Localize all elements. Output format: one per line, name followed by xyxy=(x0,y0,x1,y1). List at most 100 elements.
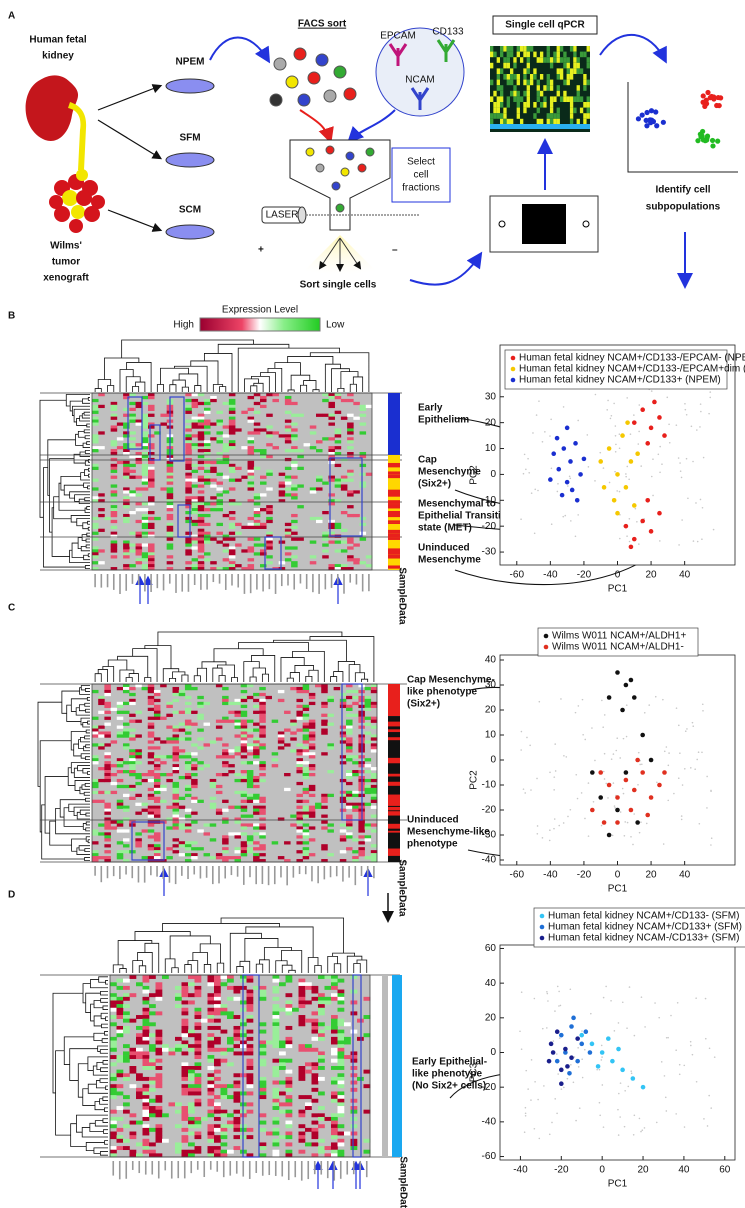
heatmap-cell xyxy=(227,1120,234,1125)
heatmap-cell xyxy=(184,737,192,741)
background-point xyxy=(678,1063,681,1066)
heatmap-cell xyxy=(181,1025,189,1030)
heatmap-cell xyxy=(284,841,291,845)
dendrogram xyxy=(112,917,368,973)
heatmap-cell xyxy=(222,817,229,821)
qpcr-cell xyxy=(499,85,504,91)
heatmap-cell xyxy=(153,853,161,857)
heatmap-cell xyxy=(92,778,99,783)
qpcr-cell xyxy=(526,62,530,69)
heatmap-cell xyxy=(350,989,358,994)
heatmap-cell xyxy=(207,1084,215,1089)
qpcr-cell xyxy=(563,79,567,86)
background-point xyxy=(605,985,607,988)
heatmap-cell xyxy=(298,1138,306,1143)
qpcr-cell xyxy=(496,102,500,108)
point xyxy=(550,1050,556,1055)
heatmap-cell xyxy=(204,446,211,450)
heatmap-cell xyxy=(147,773,155,777)
heatmap-cell xyxy=(253,543,261,547)
heatmap-cell xyxy=(277,689,285,694)
heatmap-cell xyxy=(228,422,236,426)
heatmap-cell xyxy=(141,516,149,521)
point xyxy=(548,477,553,482)
heatmap-cell xyxy=(331,1113,338,1118)
heatmap-cell xyxy=(220,1084,228,1089)
heatmap-cell xyxy=(302,847,310,851)
sample-stripe xyxy=(388,500,400,504)
background-point xyxy=(601,699,603,702)
point xyxy=(599,1050,605,1055)
heatmap-cell xyxy=(234,835,241,839)
heatmap-cell xyxy=(116,1138,124,1143)
heatmap-cell xyxy=(260,525,267,529)
heatmap-cell xyxy=(302,752,310,756)
x-tick-label: -40 xyxy=(513,1165,528,1176)
heatmap-cell xyxy=(188,1106,195,1110)
heatmap-cell xyxy=(321,686,328,691)
point xyxy=(631,695,637,700)
qpcr-cell xyxy=(566,74,570,80)
heatmap-cell xyxy=(321,859,328,863)
heatmap-cell xyxy=(285,1142,293,1147)
background-point xyxy=(543,1085,545,1087)
heatmap-cell xyxy=(227,1015,234,1019)
heatmap-cell xyxy=(216,472,223,476)
heatmap-cell xyxy=(247,499,255,503)
heatmap-cell xyxy=(352,805,359,809)
heatmap-cell xyxy=(228,469,236,473)
heatmap-cell xyxy=(253,466,261,470)
heatmap-cell xyxy=(197,449,205,453)
heatmap-cell xyxy=(191,758,198,762)
heatmap-cell xyxy=(352,859,359,863)
x-axis-label: PC1 xyxy=(608,884,628,895)
heatmap-cell xyxy=(172,814,180,818)
heatmap-cell xyxy=(141,519,149,524)
heatmap-cell xyxy=(148,546,155,550)
heatmap-cell xyxy=(104,817,111,821)
heatmap-cell xyxy=(247,487,255,491)
heatmap-cell xyxy=(104,731,111,735)
heatmap-cell xyxy=(234,778,241,783)
background-point xyxy=(553,776,556,778)
heatmap-cell xyxy=(141,534,149,538)
heatmap-cell xyxy=(135,838,142,842)
sample-stripe xyxy=(388,799,400,804)
heatmap-cell xyxy=(153,707,161,711)
heatmap-cell xyxy=(197,555,205,559)
heatmap-cell xyxy=(321,799,328,803)
heatmap-cell xyxy=(347,546,354,550)
heatmap-cell xyxy=(191,853,198,857)
heatmap-cell xyxy=(123,460,130,465)
background-point xyxy=(623,835,626,837)
point xyxy=(623,777,629,783)
heatmap-cell xyxy=(279,1062,286,1067)
legend-label: Wilms W011 NCAM+/ALDH1- xyxy=(552,642,684,653)
heatmap-cell xyxy=(168,1102,176,1107)
heatmap-cell xyxy=(141,446,149,450)
heatmap-cell xyxy=(346,695,353,700)
y-tick-label: -40 xyxy=(482,855,497,866)
heatmap-cell xyxy=(129,752,136,756)
heatmap-cell xyxy=(253,710,260,714)
heatmap-cell xyxy=(149,1109,156,1114)
background-point xyxy=(638,1117,641,1120)
heatmap-cell xyxy=(185,543,192,547)
heatmap-cell xyxy=(184,752,192,756)
heatmap-cell xyxy=(116,1069,124,1074)
heatmap-cell xyxy=(311,1131,319,1136)
heatmap-cell xyxy=(216,508,223,512)
heatmap-cell xyxy=(265,695,272,700)
heatmap-cell xyxy=(191,722,198,726)
heatmap-cell xyxy=(122,838,130,842)
heatmap-cell xyxy=(129,761,136,765)
heatmap-cell xyxy=(172,710,180,714)
heatmap-cell xyxy=(222,457,230,462)
heatmap-cell xyxy=(188,1044,195,1049)
background-point xyxy=(619,514,621,516)
heatmap-cell xyxy=(234,746,241,750)
heatmap-cell xyxy=(214,1036,221,1041)
heatmap-cell xyxy=(246,814,254,818)
heatmap-cell xyxy=(279,1044,286,1049)
point xyxy=(623,682,629,688)
